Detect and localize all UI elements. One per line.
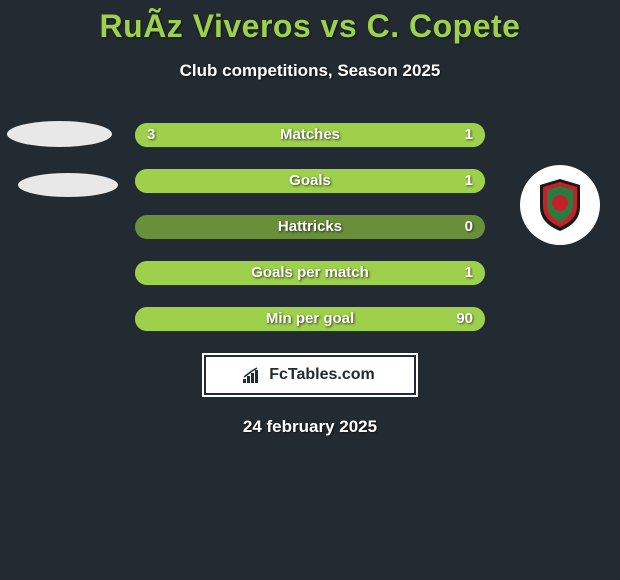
comparison-card: RuÃ­z Viveros vs C. Copete Club competit… bbox=[0, 0, 620, 437]
stat-label: Min per goal bbox=[135, 307, 485, 331]
shield-icon bbox=[536, 177, 584, 233]
brand-inner: FcTables.com bbox=[206, 357, 414, 393]
stat-label: Goals bbox=[135, 169, 485, 193]
brand-box[interactable]: FcTables.com bbox=[202, 353, 418, 397]
player-left-marker-2 bbox=[18, 173, 118, 197]
stat-label: Matches bbox=[135, 123, 485, 147]
stat-label: Goals per match bbox=[135, 261, 485, 285]
stat-label: Hattricks bbox=[135, 215, 485, 239]
chart-icon bbox=[243, 367, 263, 383]
date-label: 24 february 2025 bbox=[0, 417, 620, 437]
page-title: RuÃ­z Viveros vs C. Copete bbox=[0, 8, 620, 45]
player-left-marker-1 bbox=[7, 121, 112, 147]
stats-area: 31Matches 1Goals 0Hattricks 1Goals per matc… bbox=[0, 123, 620, 331]
stat-bar: 31Matches bbox=[135, 123, 485, 147]
stat-bar: 90Min per goal bbox=[135, 307, 485, 331]
club-crest bbox=[520, 165, 600, 245]
stat-row: 90Min per goal bbox=[0, 307, 620, 331]
subtitle: Club competitions, Season 2025 bbox=[0, 61, 620, 81]
stat-bar: 1Goals bbox=[135, 169, 485, 193]
stat-bar: 1Goals per match bbox=[135, 261, 485, 285]
stat-row: 1Goals per match bbox=[0, 261, 620, 285]
stat-bar: 0Hattricks bbox=[135, 215, 485, 239]
brand-text: FcTables.com bbox=[267, 366, 377, 384]
